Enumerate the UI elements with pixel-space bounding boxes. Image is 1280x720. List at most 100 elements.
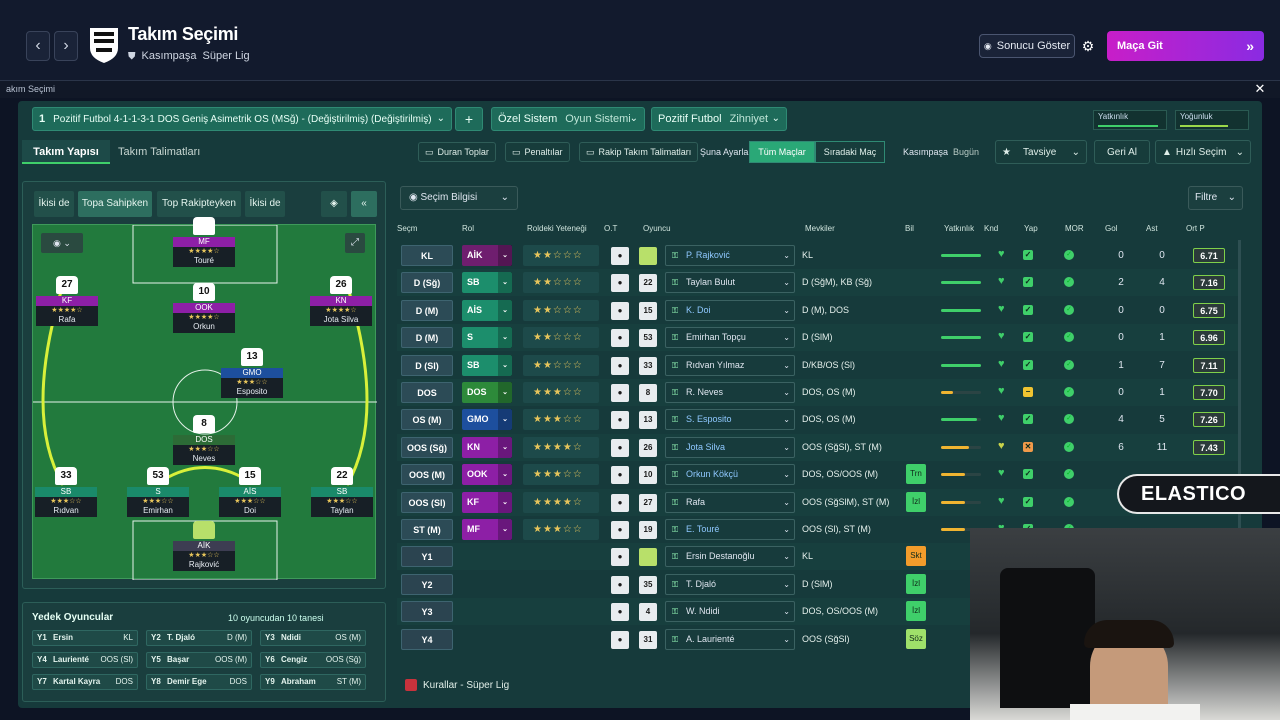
table-row[interactable]: D (M) S ⌄ ★★☆☆☆ ● 53 ⚿ Emirhan Topçu ⌄ D (SlM) ♥ ✓ ✓… bbox=[397, 324, 1239, 352]
pitch-player[interactable]: MF ★★★★☆ Touré bbox=[168, 217, 240, 267]
table-scrollbar[interactable] bbox=[1238, 240, 1241, 660]
next-match-toggle[interactable]: Sıradaki Maç bbox=[815, 141, 885, 163]
sub-player[interactable]: Y3 Ndidi OS (M) bbox=[260, 630, 366, 646]
selection-slot[interactable]: Y3 bbox=[401, 601, 453, 623]
person-icon[interactable]: ● bbox=[611, 274, 629, 293]
mentality-dropdown[interactable]: Pozitif Futbol Zihniyet ⌄ bbox=[651, 107, 787, 131]
selection-slot[interactable]: OS (M) bbox=[401, 409, 453, 431]
pitch-tab-both-2[interactable]: İkisi de bbox=[245, 191, 285, 217]
filter-dropdown[interactable]: Filtre ⌄ bbox=[1188, 186, 1243, 210]
person-icon[interactable]: ● bbox=[611, 356, 629, 375]
pitch-player[interactable]: 53 S ★★★☆☆ Emirhan bbox=[122, 467, 194, 517]
selection-info-dropdown[interactable]: ◉ Seçim Bilgisi ⌄ bbox=[400, 186, 518, 210]
person-icon[interactable]: ● bbox=[611, 329, 629, 348]
pitch-player[interactable]: AİK ★★★☆☆ Rajković bbox=[168, 521, 240, 571]
player-dropdown[interactable]: ⚿ S. Esposito ⌄ bbox=[665, 409, 795, 431]
recommend-dropdown[interactable]: ★ Tavsiye ⌄ bbox=[995, 140, 1087, 164]
column-header[interactable]: Roldeki Yeteneği bbox=[527, 224, 587, 233]
role-dropdown[interactable]: SB ⌄ bbox=[462, 272, 512, 294]
player-dropdown[interactable]: ⚿ R. Neves ⌄ bbox=[665, 382, 795, 403]
table-row[interactable]: OS (M) GMO ⌄ ★★★☆☆ ● 13 ⚿ S. Esposito ⌄ DOS, OS (… bbox=[397, 406, 1239, 433]
role-dropdown[interactable]: AİK ⌄ bbox=[462, 245, 512, 266]
forward-button[interactable]: › bbox=[54, 31, 78, 61]
person-icon[interactable]: ● bbox=[611, 603, 629, 622]
role-dropdown[interactable]: MF ⌄ bbox=[462, 519, 512, 540]
set-pieces-button[interactable]: ▭ Duran Toplar bbox=[418, 142, 496, 162]
player-dropdown[interactable]: ⚿ Orkun Kökçü ⌄ bbox=[665, 464, 795, 486]
selection-slot[interactable]: OOS (M) bbox=[401, 464, 453, 486]
formation-icon[interactable]: ◈ bbox=[321, 191, 347, 217]
pitch-player[interactable]: 15 AİS ★★★☆☆ Doi bbox=[214, 467, 286, 517]
person-icon[interactable]: ● bbox=[611, 438, 629, 457]
tab-team-instructions[interactable]: Takım Talimatları bbox=[118, 146, 201, 158]
view-toggle[interactable]: ◉ ⌄ bbox=[41, 233, 83, 253]
column-header[interactable]: Seçm bbox=[397, 224, 418, 233]
selection-slot[interactable]: KL bbox=[401, 245, 453, 266]
column-header[interactable]: Ort P bbox=[1186, 224, 1205, 233]
collapse-icon[interactable]: « bbox=[351, 191, 377, 217]
selection-slot[interactable]: Y1 bbox=[401, 546, 453, 568]
player-dropdown[interactable]: ⚿ Ersin Destanoğlu ⌄ bbox=[665, 546, 795, 568]
table-row[interactable]: KL AİK ⌄ ★★☆☆☆ ● ⚿ P. Rajković ⌄ KL ♥ ✓ ✓ 0 0 6.71 bbox=[397, 242, 1239, 269]
breadcrumb-league[interactable]: Süper Lig bbox=[202, 50, 250, 62]
column-header[interactable]: Bil bbox=[905, 224, 914, 233]
expand-icon[interactable]: ⤢ bbox=[345, 233, 365, 253]
player-dropdown[interactable]: ⚿ Emirhan Topçu ⌄ bbox=[665, 327, 795, 349]
column-header[interactable]: MOR bbox=[1065, 224, 1084, 233]
quick-pick-dropdown[interactable]: ▲ Hızlı Seçim ⌄ bbox=[1155, 140, 1251, 164]
column-header[interactable]: Mevkiler bbox=[805, 224, 835, 233]
role-dropdown[interactable]: GMO ⌄ bbox=[462, 409, 512, 431]
column-header[interactable]: Oyuncu bbox=[643, 224, 671, 233]
person-icon[interactable]: ● bbox=[611, 575, 629, 594]
table-row[interactable]: OOS (M) OOK ⌄ ★★★☆☆ ● 10 ⚿ Orkun Kökçü ⌄ DOS, OS/… bbox=[397, 461, 1239, 488]
breadcrumb-club[interactable]: Kasımpaşa bbox=[141, 50, 197, 62]
selection-slot[interactable]: D (Sl) bbox=[401, 354, 453, 376]
table-row[interactable]: DOS DOS ⌄ ★★★☆☆ ● 8 ⚿ R. Neves ⌄ DOS, OS (M) ♥ − ✓ 0 1… bbox=[397, 379, 1239, 406]
pitch-player[interactable]: 10 OOK ★★★★☆ Orkun bbox=[168, 283, 240, 333]
player-dropdown[interactable]: ⚿ Rıdvan Yılmaz ⌄ bbox=[665, 354, 795, 376]
sub-player[interactable]: Y7 Kartal Kayra DOS bbox=[32, 674, 138, 690]
penalties-button[interactable]: ▭ Penaltılar bbox=[505, 142, 570, 162]
opposition-instructions-button[interactable]: ▭ Rakip Takım Talimatları bbox=[579, 142, 699, 162]
column-header[interactable]: Yatkınlık bbox=[944, 224, 975, 233]
system-dropdown[interactable]: Özel Sistem Oyun Sistemi ⌄ bbox=[491, 107, 645, 131]
all-matches-toggle[interactable]: Tüm Maçlar bbox=[749, 141, 815, 163]
person-icon[interactable]: ● bbox=[611, 384, 629, 402]
selection-slot[interactable]: Y2 bbox=[401, 573, 453, 595]
player-dropdown[interactable]: ⚿ K. Doi ⌄ bbox=[665, 299, 795, 321]
person-icon[interactable]: ● bbox=[611, 548, 629, 567]
player-dropdown[interactable]: ⚿ T. Djaló ⌄ bbox=[665, 573, 795, 595]
role-dropdown[interactable]: DOS ⌄ bbox=[462, 382, 512, 403]
column-header[interactable]: O.T bbox=[604, 224, 618, 233]
pitch-player[interactable]: 33 SB ★★★☆☆ Rıdvan bbox=[30, 467, 102, 517]
column-header[interactable]: Rol bbox=[462, 224, 475, 233]
column-header[interactable]: Knd bbox=[984, 224, 999, 233]
role-dropdown[interactable]: AİS ⌄ bbox=[462, 299, 512, 321]
selection-slot[interactable]: D (M) bbox=[401, 299, 453, 321]
sub-player[interactable]: Y5 Başar OOS (M) bbox=[146, 652, 252, 668]
tactic-dropdown[interactable]: 1 Pozitif Futbol 4-1-1-3-1 DOS Geniş Asi… bbox=[32, 107, 452, 131]
sub-player[interactable]: Y4 Laurienté OOS (Sl) bbox=[32, 652, 138, 668]
role-dropdown[interactable]: KF ⌄ bbox=[462, 491, 512, 513]
selection-slot[interactable]: D (Sğ) bbox=[401, 272, 453, 294]
pitch-tab-in-possession[interactable]: Topa Sahipken bbox=[78, 191, 152, 217]
pitch-player[interactable]: 22 SB ★★★☆☆ Taylan bbox=[306, 467, 378, 517]
selection-slot[interactable]: D (M) bbox=[401, 327, 453, 349]
table-row[interactable]: D (Sğ) SB ⌄ ★★☆☆☆ ● 22 ⚿ Taylan Bulut ⌄ D (SğM), … bbox=[397, 269, 1239, 297]
player-dropdown[interactable]: ⚿ Taylan Bulut ⌄ bbox=[665, 272, 795, 294]
pitch-tab-both[interactable]: İkisi de bbox=[34, 191, 74, 217]
selection-slot[interactable]: Y4 bbox=[401, 628, 453, 650]
pitch-player[interactable]: 13 GMO ★★★☆☆ Esposito bbox=[216, 348, 288, 398]
table-row[interactable]: Y4 ● 31 ⚿ A. Laurienté ⌄ OOS (SğSl) Söz bbox=[397, 626, 1239, 653]
person-icon[interactable]: ● bbox=[611, 247, 629, 265]
table-row[interactable]: OOS (Sğ) KN ⌄ ★★★★☆ ● 26 ⚿ Jota Silva ⌄ OOS (SğSl… bbox=[397, 433, 1239, 461]
player-dropdown[interactable]: ⚿ Rafa ⌄ bbox=[665, 491, 795, 513]
person-icon[interactable]: ● bbox=[611, 466, 629, 485]
person-icon[interactable]: ● bbox=[611, 521, 629, 539]
gear-icon[interactable]: ⚙ bbox=[1081, 38, 1095, 54]
go-to-match-button[interactable]: Maça Git » bbox=[1107, 31, 1264, 61]
back-button[interactable]: ‹ bbox=[26, 31, 50, 61]
selection-slot[interactable]: OOS (Sl) bbox=[401, 491, 453, 513]
role-dropdown[interactable]: SB ⌄ bbox=[462, 354, 512, 376]
player-dropdown[interactable]: ⚿ P. Rajković ⌄ bbox=[665, 245, 795, 266]
